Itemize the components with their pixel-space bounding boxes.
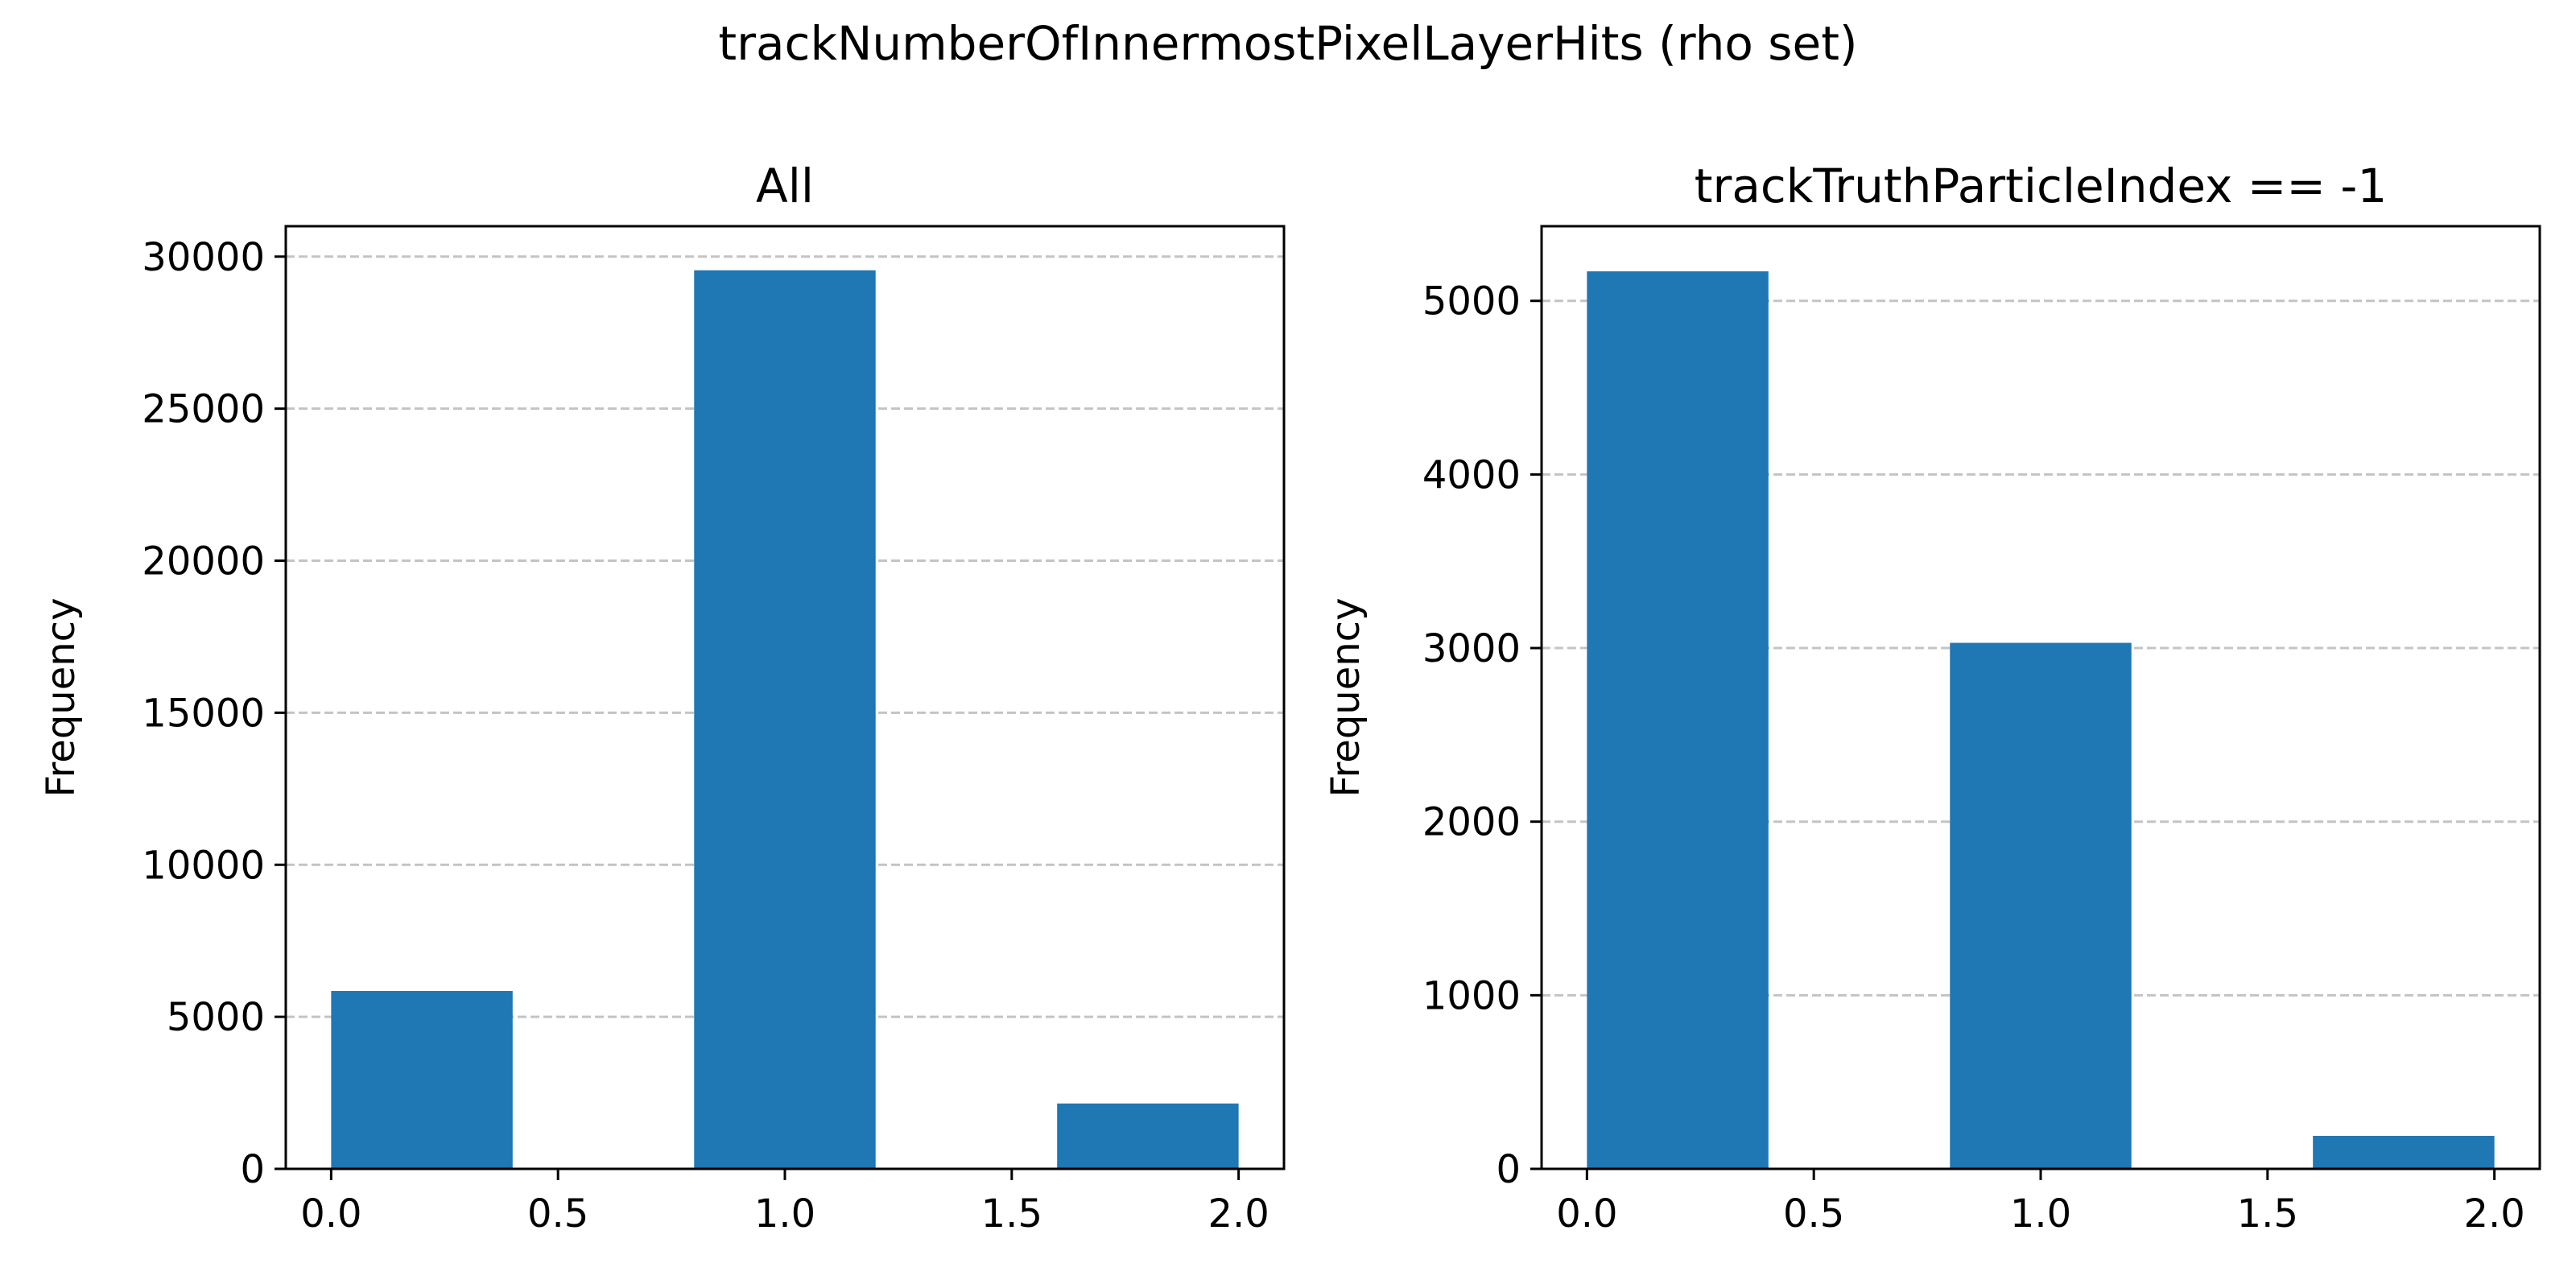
x-tick-label: 1.5 <box>2237 1191 2298 1236</box>
y-tick-label: 0 <box>1496 1147 1521 1192</box>
y-tick-label: 5000 <box>167 995 265 1040</box>
bar <box>331 991 513 1169</box>
y-axis-label: Frequency <box>1323 598 1368 798</box>
y-tick-label: 10000 <box>142 843 265 888</box>
subplot-1: 0 5000 10000 15000 20000 25000 30000 0.0 0.5 1.0 1… <box>39 159 1286 1236</box>
y-axis-label: Frequency <box>39 598 84 798</box>
x-tick-label: 1.5 <box>981 1191 1042 1236</box>
figure-suptitle: trackNumberOfInnermostPixelLayerHits (rh… <box>718 16 1857 71</box>
subplot-title: trackTruthParticleIndex == -1 <box>1695 159 2387 213</box>
subplot-2: 0 1000 2000 3000 4000 5000 0.0 0.5 1.0 1.5 2.0 trac… <box>1323 159 2541 1236</box>
y-tick-label: 25000 <box>142 387 265 432</box>
y-tick-label: 20000 <box>142 539 265 584</box>
y-tick-label: 1000 <box>1422 973 1521 1018</box>
y-tick-label: 5000 <box>1422 279 1521 324</box>
x-tick-label: 0.5 <box>527 1191 588 1236</box>
bar <box>1587 271 1769 1170</box>
x-tick-label: 0.0 <box>1556 1191 1617 1236</box>
x-tick-label: 0.5 <box>1783 1191 1844 1236</box>
y-tick-label: 15000 <box>142 691 265 736</box>
bar <box>2313 1136 2495 1169</box>
x-tick-label: 2.0 <box>1208 1191 1269 1236</box>
x-tick-label: 0.0 <box>300 1191 361 1236</box>
y-tick-label: 4000 <box>1422 452 1521 497</box>
y-tick-label: 30000 <box>142 235 265 280</box>
y-tick-label: 0 <box>240 1147 265 1192</box>
bar <box>1057 1103 1239 1169</box>
bar <box>1950 642 2132 1169</box>
y-tick-label: 3000 <box>1422 626 1521 671</box>
x-tick-label: 1.0 <box>2010 1191 2071 1236</box>
x-tick-label: 1.0 <box>754 1191 815 1236</box>
subplot-title: All <box>756 159 814 213</box>
y-tick-label: 2000 <box>1422 800 1521 845</box>
bar <box>694 270 876 1169</box>
x-tick-label: 2.0 <box>2463 1191 2524 1236</box>
